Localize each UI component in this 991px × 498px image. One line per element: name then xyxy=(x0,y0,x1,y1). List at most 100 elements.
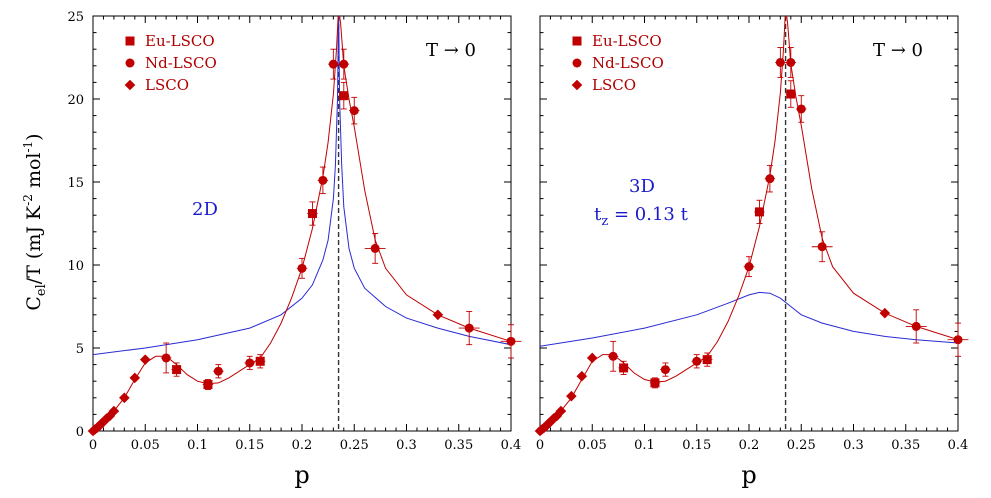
legend-marker-circle xyxy=(572,58,582,68)
model-label: 2D xyxy=(192,199,218,220)
fit-curve xyxy=(540,16,958,431)
data-point-nd-lsco xyxy=(692,356,702,366)
legend-label: Nd-LSCO xyxy=(592,54,664,72)
legend-label: LSCO xyxy=(145,76,189,94)
data-point-nd-lsco xyxy=(786,57,796,67)
data-point-lsco xyxy=(879,307,891,319)
data-point-nd-lsco xyxy=(161,353,171,363)
model-label-dimension: 3D xyxy=(629,176,655,197)
data-point-nd-lsco xyxy=(328,59,338,69)
x-tick-labels: 0 0.05 0.1 0.15 0.2 0.25 0.3 0.35 0.4 xyxy=(89,438,521,453)
data-point-lsco xyxy=(139,354,151,365)
data-point-nd-lsco xyxy=(817,242,827,252)
legend-marker-square xyxy=(572,36,582,46)
x-axis-ticks xyxy=(539,16,959,431)
x-tick-label: 0.3 xyxy=(396,438,417,453)
x-axis-title: p xyxy=(294,461,309,489)
x-tick-label: 0.35 xyxy=(891,438,920,453)
data-point-nd-lsco xyxy=(370,243,380,253)
y-tick-label: 25 xyxy=(67,10,84,25)
data-point-nd-lsco xyxy=(349,106,359,116)
right-panel: 0 0.05 0.1 0.15 0.2 0.25 0.3 0.35 0.4 Eu-LSCO Nd-… xyxy=(534,15,969,489)
x-tick-label: 0.25 xyxy=(787,438,816,453)
data-point-nd-lsco xyxy=(911,321,921,331)
x-tick-label: 0.4 xyxy=(501,438,522,453)
x-tick-label: 0.1 xyxy=(187,438,208,453)
legend-label: Eu-LSCO xyxy=(145,32,215,50)
legend-marker-diamond xyxy=(571,79,583,91)
x-tick-label: 0.15 xyxy=(682,438,711,453)
data-points xyxy=(534,47,969,437)
data-point-nd-lsco xyxy=(765,174,775,184)
data-points xyxy=(87,48,522,437)
x-axis-title: p xyxy=(741,461,756,489)
data-point-eu-lsco xyxy=(619,363,629,373)
model-curve xyxy=(540,291,958,347)
x-tick-label: 0.15 xyxy=(235,438,264,453)
x-tick-label: 0.35 xyxy=(444,438,473,453)
data-point-eu-lsco xyxy=(650,378,660,388)
data-point-lsco xyxy=(555,405,567,417)
legend-label: Nd-LSCO xyxy=(145,54,217,72)
legend-label: LSCO xyxy=(592,76,636,94)
data-point-nd-lsco xyxy=(506,336,516,346)
fit-curve xyxy=(93,16,511,431)
x-tick-label: 0.05 xyxy=(578,438,607,453)
y-tick-labels: 0 5 10 15 20 25 xyxy=(67,10,84,440)
legend-marker-square xyxy=(125,36,135,46)
data-point-nd-lsco xyxy=(213,366,223,376)
x-tick-label: 0.1 xyxy=(634,438,655,453)
data-point-lsco xyxy=(432,309,444,321)
x-tick-label: 0.2 xyxy=(739,438,760,453)
legend: Eu-LSCO Nd-LSCO LSCO xyxy=(124,32,217,94)
x-tick-label: 0.3 xyxy=(843,438,864,453)
y-tick-label: 5 xyxy=(76,342,84,357)
data-point-nd-lsco xyxy=(318,175,328,185)
data-point-nd-lsco xyxy=(339,59,349,69)
data-point-lsco xyxy=(576,370,588,382)
legend: Eu-LSCO Nd-LSCO LSCO xyxy=(571,32,664,94)
data-point-nd-lsco xyxy=(608,351,618,361)
data-point-nd-lsco xyxy=(660,365,670,375)
legend-marker-circle xyxy=(125,58,135,68)
data-point-nd-lsco xyxy=(744,262,754,272)
data-point-lsco xyxy=(566,390,577,402)
x-tick-label: 0.4 xyxy=(948,438,969,453)
data-point-eu-lsco xyxy=(339,91,349,101)
data-point-lsco xyxy=(119,392,130,404)
legend-label: Eu-LSCO xyxy=(592,32,662,50)
x-tick-label: 0.25 xyxy=(340,438,369,453)
x-tick-labels: 0 0.05 0.1 0.15 0.2 0.25 0.3 0.35 0.4 xyxy=(536,438,968,453)
data-point-eu-lsco xyxy=(754,207,764,217)
data-point-nd-lsco xyxy=(775,57,785,67)
y-tick-label: 20 xyxy=(67,93,84,108)
limit-annotation: T → 0 xyxy=(873,40,923,61)
data-point-lsco xyxy=(586,352,598,364)
data-point-eu-lsco xyxy=(203,380,213,390)
data-point-eu-lsco xyxy=(307,209,317,219)
data-point-eu-lsco xyxy=(702,355,712,365)
data-point-eu-lsco xyxy=(172,365,182,375)
x-tick-label: 0 xyxy=(89,438,97,453)
x-tick-label: 0 xyxy=(536,438,544,453)
y-tick-label: 15 xyxy=(67,176,84,191)
y-tick-label: 10 xyxy=(67,259,84,274)
data-point-nd-lsco xyxy=(464,323,474,333)
data-point-nd-lsco xyxy=(953,335,963,345)
limit-annotation: T → 0 xyxy=(426,40,476,61)
x-tick-label: 0.05 xyxy=(131,438,160,453)
model-curve xyxy=(93,16,511,356)
data-point-nd-lsco xyxy=(796,104,806,114)
data-point-lsco xyxy=(108,405,120,417)
legend-marker-diamond xyxy=(124,79,136,91)
model-label-hopping: tz = 0.13 t xyxy=(594,204,688,229)
data-point-nd-lsco xyxy=(297,263,307,273)
data-point-nd-lsco xyxy=(245,358,255,368)
data-point-eu-lsco xyxy=(255,356,265,366)
data-point-eu-lsco xyxy=(786,89,796,99)
left-panel: 0 0.05 0.1 0.15 0.2 0.25 0.3 0.35 0.4 0 5 10 15 20 25… xyxy=(67,10,522,489)
y-axis-title: Cel/T (mJ K-2 mol-1) xyxy=(21,133,49,310)
x-tick-label: 0.2 xyxy=(292,438,313,453)
data-point-lsco xyxy=(129,372,141,384)
